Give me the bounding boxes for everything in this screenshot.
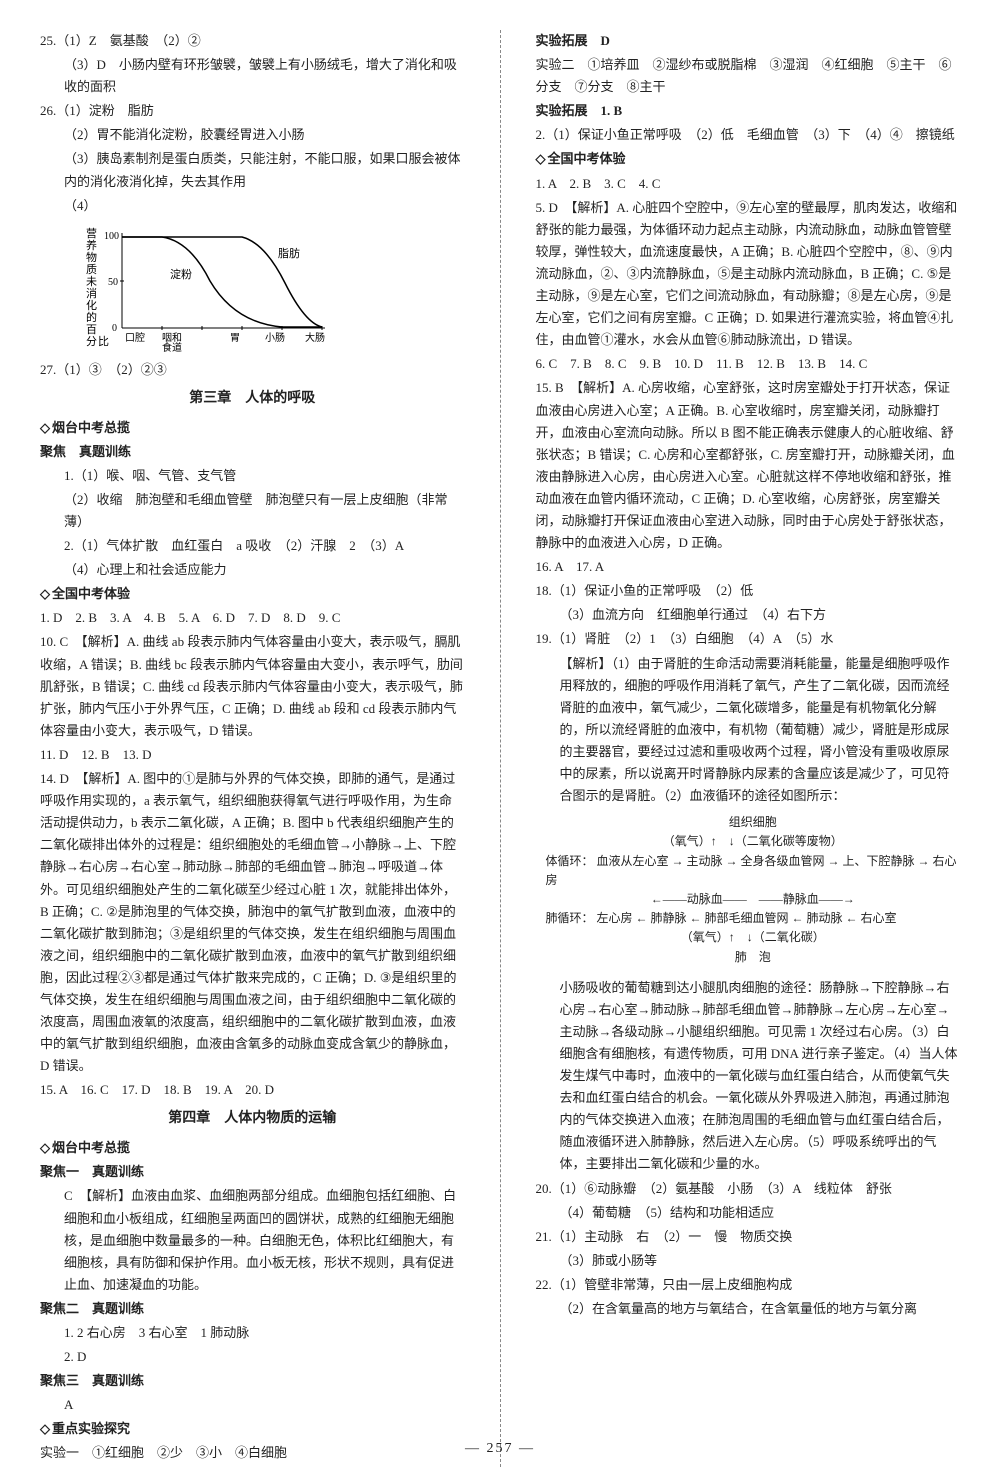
q18-l2: （3）血流方向 红细胞单行通过 （4）右下方 bbox=[536, 604, 961, 626]
flow-top: 组织细胞 bbox=[546, 813, 961, 832]
flow-o2: （氧气） bbox=[663, 834, 711, 848]
chapter3-title: 第三章 人体的呼吸 bbox=[40, 387, 465, 411]
q14: 14. D 【解析】A. 图中的①是肺与外界的气体交换，即肺的通气，是通过呼吸作… bbox=[40, 768, 465, 1077]
svg-text:物: 物 bbox=[86, 250, 97, 264]
q22-l2: （2）在含氧量高的地方与氧结合，在含氧量低的地方与氧分离 bbox=[536, 1298, 961, 1320]
flow-o2-2: （氧气） bbox=[681, 930, 729, 944]
f2-l2: （4）心理上和社会适应能力 bbox=[40, 559, 465, 581]
r2: 2.（1）保证小鱼正常呼吸 （2）低 毛细血管 （3）下 （4）④ 擦镜纸 bbox=[536, 124, 961, 146]
svg-text:脂肪: 脂肪 bbox=[278, 246, 300, 260]
svg-text:淀粉: 淀粉 bbox=[170, 267, 192, 281]
q25-l2: （3）D 小肠内壁有环形皱襞，皱襞上有小肠绒毛，增大了消化和吸收的面积 bbox=[40, 54, 465, 98]
f1-l2: （2）收缩 肺泡壁和毛细血管壁 肺泡壁只有一层上皮细胞（非常薄） bbox=[40, 489, 465, 533]
svg-text:口腔: 口腔 bbox=[125, 331, 145, 344]
svg-text:0: 0 bbox=[112, 323, 117, 334]
f2-l1: 2.（1）气体扩散 血红蛋白 a 吸收 （2）汗腺 2 （3）A bbox=[40, 535, 465, 557]
q20-l2: （4）葡萄糖 （5）结构和功能相适应 bbox=[536, 1202, 961, 1224]
focus2-head: 聚焦二 真题训练 bbox=[40, 1298, 465, 1320]
exp-ext2: 实验拓展 1. B bbox=[536, 100, 961, 122]
fc2-l1: 1. 2 右心房 3 右心室 1 肺动脉 bbox=[40, 1322, 465, 1344]
digestion-chart: 营 养 物 质 未 消 化 的 百 分 比 100 50 0 bbox=[80, 223, 340, 353]
focus1-head: 聚焦一 真题训练 bbox=[40, 1161, 465, 1183]
chapter4-title: 第四章 人体内物质的运输 bbox=[40, 1107, 465, 1131]
flow-co2-2: （二氧化碳） bbox=[753, 930, 825, 944]
q5: 5. D 【解析】A. 心脏四个空腔中，⑨左心室的壁最厚，肌肉发达，收缩和舒张的… bbox=[536, 197, 961, 352]
svg-text:养: 养 bbox=[86, 238, 97, 252]
left-column: 25.（1）Z 氨基酸 （2）② （3）D 小肠内壁有环形皱襞，皱襞上有小肠绒毛… bbox=[40, 30, 465, 1467]
q22-l1: 22.（1）管壁非常薄，只由一层上皮细胞构成 bbox=[536, 1274, 961, 1296]
flow-pul-path: 左心房 ← 肺静脉 ← 肺部毛细血管网 ← 肺动脉 ← 右心室 bbox=[597, 911, 897, 925]
yantai-head2: 烟台中考总揽 bbox=[40, 1137, 465, 1159]
f1-l1: 1.（1）喉、咽、气管、支气管 bbox=[40, 465, 465, 487]
q27: 27.（1）③ （2）②③ bbox=[40, 359, 465, 381]
national-head: 全国中考体验 bbox=[40, 583, 465, 605]
yantai-head: 烟台中考总揽 bbox=[40, 417, 465, 439]
right-column: 实验拓展 D 实验二 ①培养皿 ②湿纱布或脱脂棉 ③湿润 ④红细胞 ⑤主干 ⑥分… bbox=[536, 30, 961, 1467]
focus-head: 聚焦 真题训练 bbox=[40, 441, 465, 463]
q10: 10. C 【解析】A. 曲线 ab 段表示肺内气体容量由小变大，表示吸气，膈肌… bbox=[40, 631, 465, 741]
svg-text:的: 的 bbox=[86, 310, 97, 324]
row-r3: 16. A 17. A bbox=[536, 556, 961, 578]
q19-l2: 【解析】（1）由于肾脏的生命活动需要消耗能量，能量是细胞呼吸作用释放的，细胞的呼… bbox=[536, 653, 961, 808]
flow-lung: 肺 泡 bbox=[546, 948, 961, 967]
q21-l1: 21.（1）主动脉 右 （2）一 慢 物质交换 bbox=[536, 1226, 961, 1248]
fc3-l1: A bbox=[40, 1394, 465, 1416]
svg-text:消: 消 bbox=[86, 286, 97, 300]
exp2: 实验二 ①培养皿 ②湿纱布或脱脂棉 ③湿润 ④红细胞 ⑤主干 ⑥分支 ⑦分支 ⑧… bbox=[536, 54, 961, 98]
svg-text:100: 100 bbox=[104, 231, 119, 242]
column-divider bbox=[500, 30, 501, 1467]
q25-l1: 25.（1）Z 氨基酸 （2）② bbox=[40, 30, 465, 52]
flow-artery: 动脉血 bbox=[687, 892, 723, 906]
q26-l2: （2）胃不能消化淀粉，胶囊经胃进入小肠 bbox=[40, 124, 465, 146]
svg-text:大肠: 大肠 bbox=[305, 331, 325, 344]
focus3-head: 聚焦三 真题训练 bbox=[40, 1370, 465, 1392]
fc1: C 【解析】血液由血浆、血细胞两部分组成。血细胞包括红细胞、白细胞和血小板组成，… bbox=[40, 1185, 465, 1295]
q15: 15. B 【解析】A. 心房收缩，心室舒张，这时房室瓣处于打开状态，保证血液由… bbox=[536, 377, 961, 554]
svg-text:比: 比 bbox=[98, 335, 109, 348]
svg-text:食道: 食道 bbox=[162, 341, 182, 353]
svg-text:化: 化 bbox=[86, 298, 97, 312]
svg-text:胃: 胃 bbox=[230, 332, 240, 344]
q18-l1: 18.（1）保证小鱼的正常呼吸 （2）低 bbox=[536, 580, 961, 602]
flow-pul-label: 肺循环： bbox=[546, 911, 594, 925]
q19-l1: 19.（1）肾脏 （2）1 （3）白细胞 （4）A （5）水 bbox=[536, 628, 961, 650]
national-head-r: 全国中考体验 bbox=[536, 148, 961, 170]
row3: 15. A 16. C 17. D 18. B 19. A 20. D bbox=[40, 1079, 465, 1101]
flow-co2: （二氧化碳等废物） bbox=[735, 834, 843, 848]
circulation-diagram: 组织细胞 （氧气）↑ ↓（二氧化碳等废物） 体循环： 血液从左心室 → 主动脉 … bbox=[546, 813, 961, 967]
key-exp-head: 重点实验探究 bbox=[40, 1418, 465, 1440]
page-number: — 257 — bbox=[465, 1437, 535, 1461]
svg-text:分: 分 bbox=[86, 335, 97, 348]
svg-text:营: 营 bbox=[86, 226, 97, 240]
row-r2: 6. C 7. B 8. C 9. B 10. D 11. B 12. B 13… bbox=[536, 353, 961, 375]
q26-l1: 26.（1）淀粉 脂肪 bbox=[40, 100, 465, 122]
row1: 1. D 2. B 3. A 4. B 5. A 6. D 7. D 8. D … bbox=[40, 607, 465, 629]
svg-text:小肠: 小肠 bbox=[265, 332, 285, 344]
flow-sys-path: 血液从左心室 → 主动脉 → 全身各级血管网 → 上、下腔静脉 → 右心房 bbox=[546, 854, 957, 887]
svg-text:质: 质 bbox=[86, 263, 97, 276]
row-r1: 1. A 2. B 3. C 4. C bbox=[536, 173, 961, 195]
q26-l4: （4） bbox=[40, 195, 465, 217]
q21-l2: （3）肺或小肠等 bbox=[536, 1250, 961, 1272]
exp-ext: 实验拓展 D bbox=[536, 30, 961, 52]
flow-vein: 静脉血 bbox=[783, 892, 819, 906]
row2: 11. D 12. B 13. D bbox=[40, 744, 465, 766]
q20-l1: 20.（1）⑥动脉瓣 （2）氨基酸 小肠 （3）A 线粒体 舒张 bbox=[536, 1178, 961, 1200]
q19-cont: 小肠吸收的葡萄糖到达小腿肌肉细胞的途径：肠静脉→下腔静脉→右心房→右心室→肺动脉… bbox=[536, 977, 961, 1176]
exp1: 实验一 ①红细胞 ②少 ③小 ④白细胞 bbox=[40, 1442, 465, 1464]
fc2-l2: 2. D bbox=[40, 1346, 465, 1368]
flow-sys-label: 体循环： bbox=[546, 854, 594, 868]
svg-text:百: 百 bbox=[86, 324, 97, 336]
svg-text:未: 未 bbox=[86, 275, 97, 288]
svg-text:50: 50 bbox=[108, 277, 118, 288]
q26-l3: （3）胰岛素制剂是蛋白质类，只能注射，不能口服，如果口服会被体内的消化液消化掉，… bbox=[40, 148, 465, 192]
